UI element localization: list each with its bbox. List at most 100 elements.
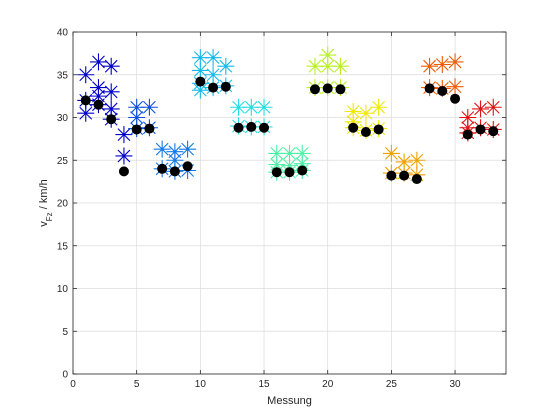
x-tick-label: 15: [258, 379, 270, 390]
mean-point: [271, 167, 282, 178]
data-point-star: [255, 98, 273, 116]
data-point-star: [166, 151, 184, 169]
mean-point: [169, 166, 180, 177]
mean-point: [208, 82, 219, 93]
data-point-star: [191, 81, 209, 99]
y-tick-label: 30: [57, 113, 69, 124]
y-tick-label: 20: [57, 199, 69, 210]
y-tick-label: 0: [62, 370, 68, 381]
mean-point: [118, 166, 129, 177]
y-tick-label: 25: [57, 156, 69, 167]
y-tick-label: 10: [57, 284, 69, 295]
data-point-star: [459, 109, 477, 126]
data-point-star: [370, 98, 388, 116]
y-axis-label-unit: / km/h: [38, 179, 50, 212]
mean-point: [246, 121, 257, 132]
data-point-star: [191, 61, 209, 79]
data-point-star: [115, 126, 133, 144]
mean-point: [195, 76, 206, 87]
data-point-star: [128, 109, 146, 126]
mean-point: [437, 85, 448, 96]
data-point-star: [306, 57, 324, 75]
y-tick-label: 35: [57, 70, 69, 81]
data-point-star: [281, 144, 298, 162]
data-point-star: [268, 144, 286, 162]
data-point-star: [395, 153, 413, 171]
mean-point: [399, 170, 410, 181]
data-point-star: [89, 53, 107, 71]
data-point-star: [319, 57, 337, 75]
data-point-star: [77, 104, 95, 122]
data-point-star: [191, 49, 209, 67]
data-point-star: [128, 98, 146, 116]
data-point-star: [408, 151, 426, 169]
mean-point: [335, 84, 346, 95]
mean-point: [233, 122, 244, 133]
mean-point: [360, 127, 371, 138]
data-point-star: [472, 100, 490, 118]
data-marks: [77, 46, 502, 185]
data-point-star: [344, 103, 362, 121]
data-point-star: [293, 144, 311, 162]
data-point-star: [331, 57, 349, 75]
mean-point: [424, 83, 435, 94]
mean-point: [284, 167, 295, 178]
x-tick-label: 20: [322, 379, 334, 390]
y-axis-label-sub: Fz: [45, 212, 54, 221]
data-point-star: [102, 83, 120, 101]
data-point-star: [179, 140, 197, 158]
data-point-star: [242, 98, 260, 116]
axes: [72, 31, 507, 375]
mean-point: [462, 129, 473, 140]
data-point-star: [382, 144, 400, 162]
y-axis-label-main: v: [38, 221, 50, 227]
x-axis-label: Messung: [267, 395, 312, 407]
data-point-star: [421, 57, 439, 75]
y-tick-label: 40: [57, 28, 69, 39]
mean-point: [475, 124, 486, 135]
x-tick-label: 0: [70, 379, 76, 390]
mean-point: [106, 114, 117, 125]
data-point-star: [166, 143, 184, 161]
mean-point: [373, 124, 384, 135]
data-point-star: [230, 98, 248, 116]
mean-point: [411, 174, 422, 185]
mean-point: [80, 95, 91, 106]
mean-point: [322, 83, 333, 94]
data-point-star: [204, 49, 222, 67]
data-point-star: [484, 98, 502, 116]
data-point-star: [433, 55, 451, 73]
mean-point: [93, 99, 104, 110]
mean-point: [450, 93, 461, 104]
x-tick-label: 25: [386, 379, 398, 390]
data-point-star: [319, 46, 337, 64]
x-tick-label: 30: [449, 379, 461, 390]
mean-point: [386, 170, 397, 181]
data-point-star: [102, 100, 120, 118]
y-tick-label: 15: [57, 241, 69, 252]
data-point-star: [115, 147, 133, 165]
mean-point: [488, 126, 499, 137]
tick-labels: 0 5 10 15 20 25 30 0 5 10 15 20 25 30 35 40: [57, 28, 461, 391]
mean-point: [182, 161, 193, 172]
y-axis-label: vFz / km/h: [38, 179, 54, 226]
data-point-star: [89, 79, 107, 97]
mean-point: [309, 84, 320, 95]
y-tick-label: 5: [62, 327, 68, 338]
x-tick-label: 10: [195, 379, 207, 390]
mean-point: [220, 81, 231, 92]
data-point-star: [357, 104, 375, 122]
data-point-star: [140, 98, 158, 116]
mean-point: [348, 122, 359, 133]
mean-point: [297, 165, 308, 176]
data-point-star: [77, 66, 95, 84]
x-tick-label: 5: [134, 379, 140, 390]
mean-point: [131, 124, 142, 135]
data-point-star: [446, 78, 464, 96]
data-point-star: [217, 57, 235, 75]
mean-point: [144, 123, 155, 134]
data-point-star: [204, 66, 222, 84]
data-point-star: [89, 87, 107, 105]
data-point-star: [102, 57, 120, 75]
